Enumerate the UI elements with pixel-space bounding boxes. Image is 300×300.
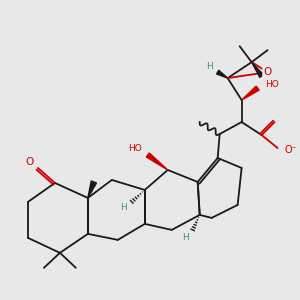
Text: HO: HO (128, 143, 142, 152)
Polygon shape (242, 86, 259, 100)
Text: H: H (120, 203, 127, 212)
Text: HO: HO (266, 80, 279, 88)
Polygon shape (146, 153, 168, 170)
Polygon shape (217, 70, 228, 78)
Text: H: H (182, 233, 189, 242)
Text: O: O (263, 67, 272, 77)
Polygon shape (88, 181, 97, 198)
Polygon shape (252, 62, 263, 77)
Text: H: H (206, 61, 213, 70)
Text: O: O (26, 157, 34, 167)
Text: O⁻: O⁻ (285, 145, 297, 155)
